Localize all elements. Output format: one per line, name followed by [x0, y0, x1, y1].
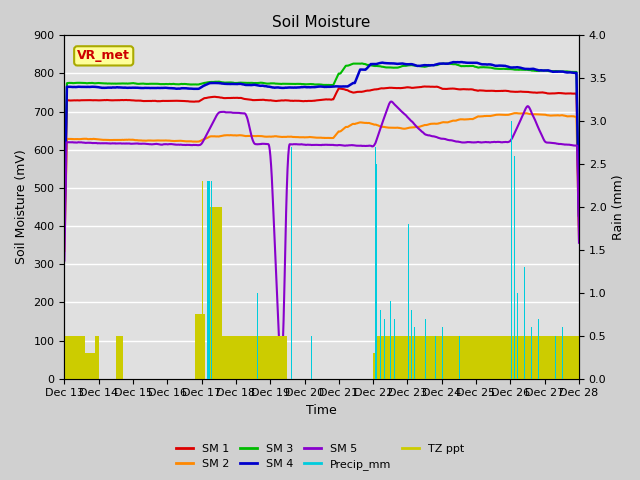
Y-axis label: Rain (mm): Rain (mm)	[612, 174, 625, 240]
X-axis label: Time: Time	[307, 404, 337, 417]
Title: Soil Moisture: Soil Moisture	[273, 15, 371, 30]
Y-axis label: Soil Moisture (mV): Soil Moisture (mV)	[15, 150, 28, 264]
Text: VR_met: VR_met	[77, 49, 130, 62]
Legend: SM 1, SM 2, SM 3, SM 4, SM 5, Precip_mm, TZ ppt: SM 1, SM 2, SM 3, SM 4, SM 5, Precip_mm,…	[172, 439, 468, 474]
